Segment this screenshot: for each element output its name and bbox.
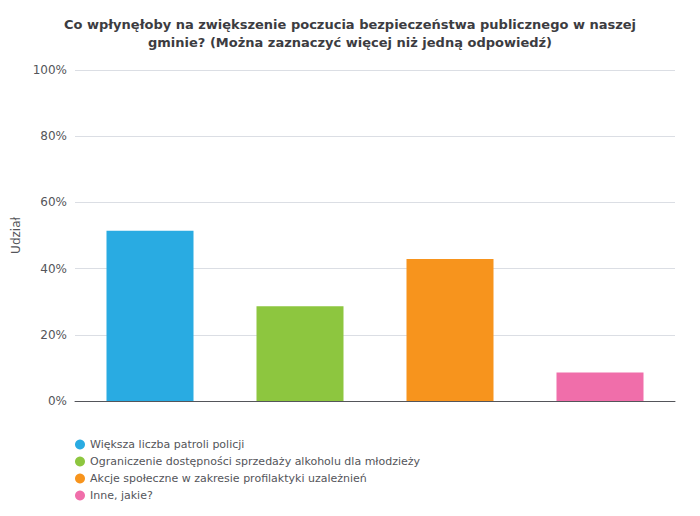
svg-text:Inne, jakie?: Inne, jakie? — [90, 489, 153, 502]
svg-text:Ograniczenie dostępności sprze: Ograniczenie dostępności sprzedaży alkoh… — [90, 455, 421, 468]
svg-text:Udział: Udział — [9, 217, 23, 254]
svg-text:gminie? (Można zaznaczyć więce: gminie? (Można zaznaczyć więcej niż jedn… — [148, 35, 552, 50]
svg-text:Akcje społeczne w zakresie pro: Akcje społeczne w zakresie profilaktyki … — [90, 472, 367, 485]
svg-text:0%: 0% — [48, 394, 67, 408]
svg-text:Co wpłynęłoby na zwiększenie p: Co wpłynęłoby na zwiększenie poczucia be… — [64, 17, 636, 32]
svg-text:80%: 80% — [40, 129, 67, 143]
svg-text:20%: 20% — [40, 328, 67, 342]
svg-text:40%: 40% — [40, 262, 67, 276]
svg-text:60%: 60% — [40, 195, 67, 209]
svg-text:100%: 100% — [33, 63, 67, 77]
svg-text:Większa liczba patroli policji: Większa liczba patroli policji — [90, 438, 244, 451]
